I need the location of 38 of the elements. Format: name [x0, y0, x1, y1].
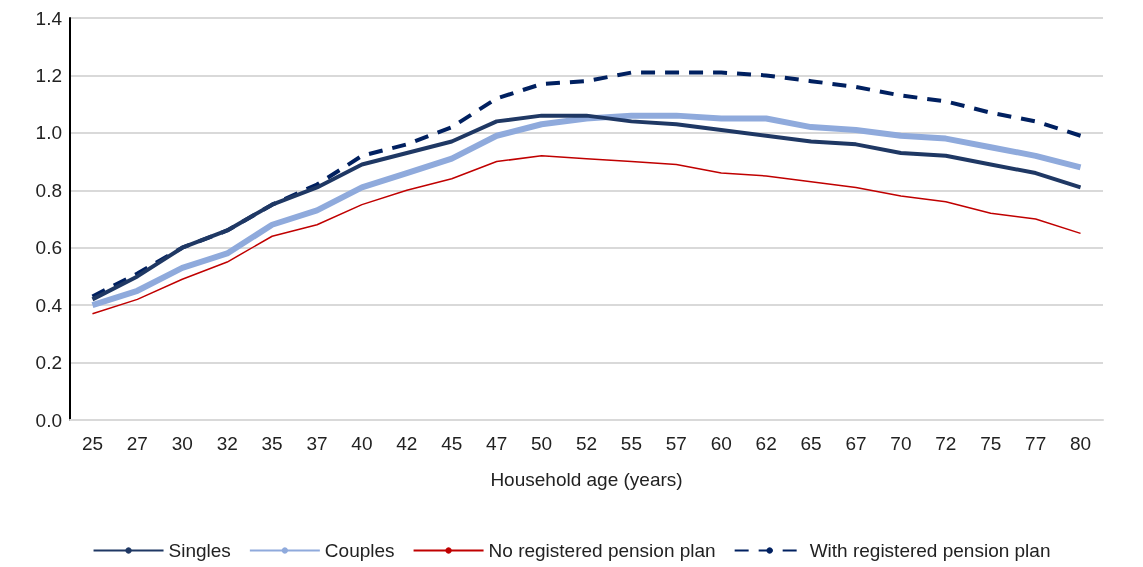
x-tick-label: 42	[396, 433, 418, 454]
x-tick-label: 52	[575, 433, 598, 454]
x-axis-title: Household age (years)	[490, 469, 683, 490]
x-tick-label: 62	[755, 433, 777, 454]
x-tick-label: 40	[351, 433, 373, 454]
legend-label: Couples	[324, 540, 395, 561]
x-tick-label: 47	[486, 433, 508, 454]
x-tick-label: 45	[441, 433, 463, 454]
x-tick-label: 65	[800, 433, 822, 454]
x-tick-label: 77	[1025, 433, 1047, 454]
x-tick-label: 32	[216, 433, 238, 454]
y-tick-label: 0.8	[35, 179, 62, 201]
y-tick-label: 0.6	[35, 237, 62, 259]
y-tick-label: 1.0	[35, 122, 62, 144]
y-tick-label: 0.2	[35, 352, 62, 374]
x-tick-label: 67	[845, 433, 867, 454]
line-series	[90, 70, 1083, 299]
y-tick-label: 1.4	[35, 7, 63, 29]
x-tick-label: 80	[1069, 433, 1092, 454]
x-tick-label: 75	[980, 433, 1002, 454]
x-tick-label: 50	[531, 433, 553, 454]
x-tick-label: 25	[81, 433, 104, 454]
legend-label: Singles	[168, 540, 231, 561]
legend-label: No registered pension plan	[488, 540, 716, 561]
x-tick-label: 55	[620, 433, 642, 454]
y-tick-label: 0.4	[35, 294, 63, 316]
x-tick-label: 70	[890, 433, 912, 454]
x-tick-label: 27	[126, 433, 148, 454]
x-tick-label: 57	[665, 433, 687, 454]
y-tick-label: 0.0	[35, 409, 62, 431]
x-tick-label: 60	[710, 433, 732, 454]
y-tick-label: 1.2	[35, 64, 62, 86]
x-tick-label: 30	[171, 433, 193, 454]
x-tick-label: 37	[306, 433, 328, 454]
legend-label: With registered pension plan	[809, 540, 1051, 561]
x-tick-label: 72	[935, 433, 957, 454]
line-series	[91, 155, 1082, 315]
x-tick-label: 35	[261, 433, 283, 454]
